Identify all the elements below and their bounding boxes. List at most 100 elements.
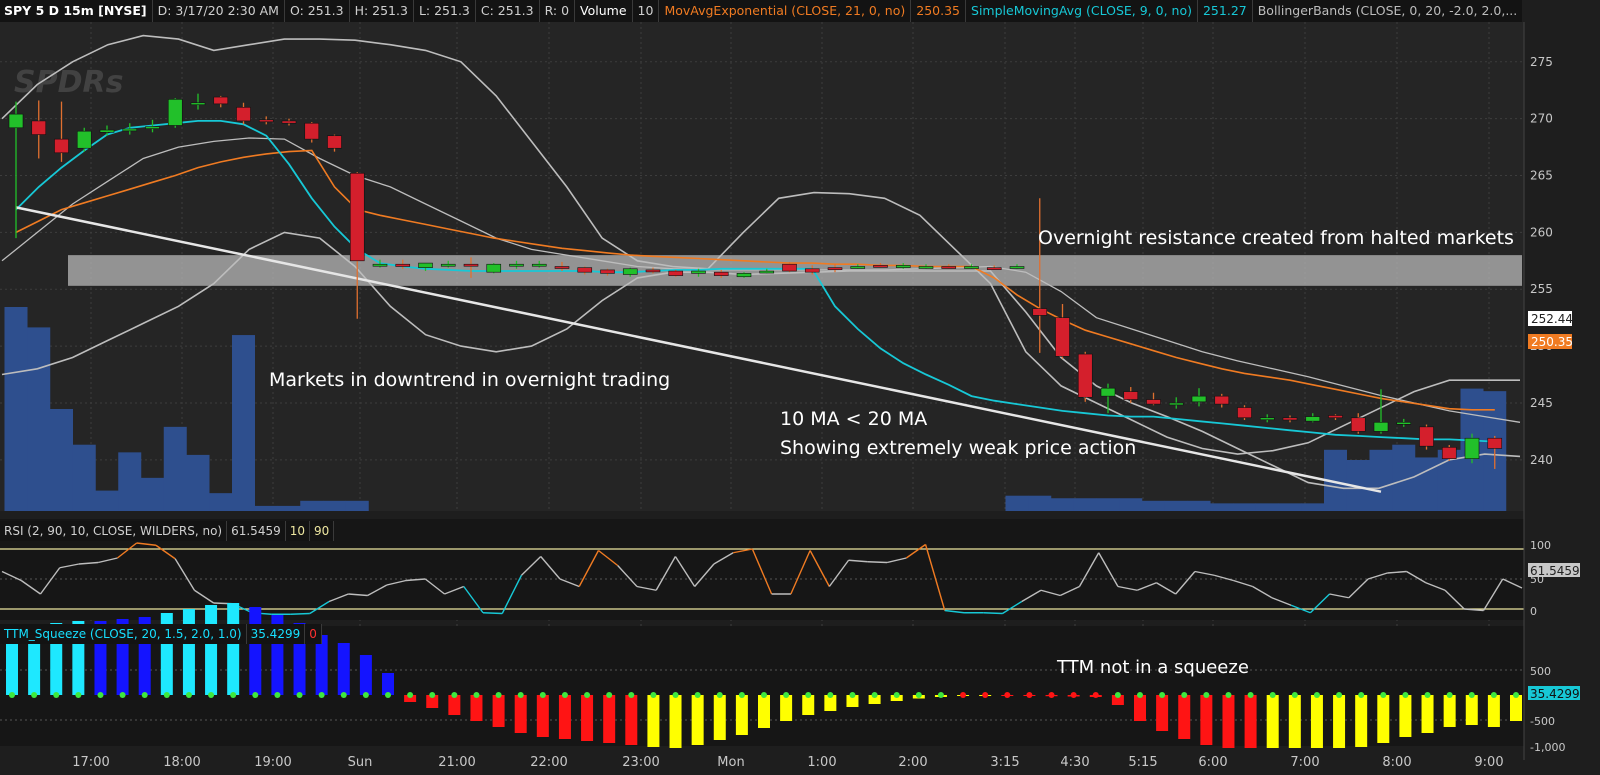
bollinger-study-label[interactable]: BollingerBands (CLOSE, 0, 20, -2.0, 2.0,…	[1252, 0, 1523, 22]
rsi-segment	[751, 548, 773, 595]
ttm-bar	[1377, 695, 1390, 743]
volume-bar	[1005, 495, 1029, 511]
rsi-value: 61.5459	[227, 521, 286, 541]
rsi-segment	[733, 548, 753, 554]
ttm-dot	[893, 692, 900, 698]
volume-bar	[1119, 498, 1143, 511]
ttm-bar	[802, 695, 815, 715]
volume-bar	[323, 500, 346, 511]
high-label: H: 251.3	[349, 0, 414, 22]
rsi-segment	[1156, 582, 1177, 595]
rsi-segment	[905, 543, 926, 559]
candle-body	[1419, 426, 1434, 447]
ttm-bar	[780, 695, 793, 721]
time-tick-label: 23:00	[622, 755, 659, 770]
rsi-segment	[540, 556, 561, 580]
ttm-dot	[75, 692, 82, 698]
rsi-segment	[1309, 593, 1331, 614]
ttm-study-label[interactable]: TTM_Squeeze (CLOSE, 20, 1.5, 2.0, 1.0)	[0, 624, 247, 644]
rsi-segment	[290, 612, 310, 615]
rsi-segment	[1464, 608, 1484, 612]
volume-bar	[1278, 503, 1302, 511]
rsi-study-label[interactable]: RSI (2, 90, 10, CLOSE, WILDERS, no)	[0, 521, 228, 541]
ttm-dot	[318, 692, 325, 698]
ttm-bar	[1244, 695, 1257, 755]
ttm-bar	[426, 695, 439, 708]
rsi-segment	[1175, 571, 1196, 595]
ttm-bar	[1200, 695, 1213, 745]
rsi-segment	[444, 585, 465, 595]
sma-value: 251.27	[1197, 0, 1253, 22]
price-axis-background	[1524, 0, 1600, 775]
ttm-tick-label: -500	[1530, 715, 1555, 728]
volume-bar	[232, 335, 255, 511]
ttm-bar	[536, 695, 549, 737]
candle-body	[622, 268, 638, 275]
candle-body	[281, 120, 297, 124]
candle-body	[554, 266, 570, 269]
ttm-dot	[871, 692, 878, 698]
candle-body	[304, 122, 320, 140]
ttm-bar	[1288, 695, 1301, 757]
volume-bar	[50, 409, 73, 511]
ema-study-label[interactable]: MovAvgExponential (CLOSE, 21, 0, no)	[659, 0, 912, 22]
ttm-bar	[1510, 695, 1522, 721]
volume-bar	[1255, 503, 1279, 511]
candle-body	[986, 267, 1002, 270]
time-tick-label: Sun	[348, 755, 373, 770]
volume-bar	[1415, 457, 1438, 511]
ttm-dot	[230, 692, 237, 698]
rsi-segment	[694, 563, 715, 587]
ttm-dot	[849, 692, 856, 698]
candle-body	[463, 263, 479, 267]
ttm-bar	[227, 603, 240, 695]
ttm-dot	[1159, 692, 1166, 698]
rsi-high-level: 90	[310, 521, 335, 541]
rsi-segment	[924, 544, 946, 611]
rsi-segment	[559, 578, 580, 588]
sma-study-label[interactable]: SimpleMovingAvg (CLOSE, 9, 0, no)	[966, 0, 1198, 22]
candle-body	[1441, 447, 1457, 459]
ttm-dot	[53, 692, 60, 698]
volume-bar	[1051, 498, 1074, 511]
ttm-bar	[116, 619, 129, 695]
date-label: D: 3/17/20 2:30 AM	[152, 0, 285, 22]
volume-study-label[interactable]: Volume	[575, 0, 633, 22]
rsi-segment	[809, 550, 830, 587]
time-tick-label: 2:00	[898, 755, 927, 770]
ttm-dot	[650, 692, 657, 698]
time-tick-label: 9:00	[1474, 755, 1503, 770]
candle-body	[736, 273, 752, 278]
ttm-tick-label: 500	[1530, 665, 1551, 678]
ttm-dot	[1092, 692, 1099, 698]
ema-value: 250.35	[911, 0, 967, 22]
rsi-segment	[848, 559, 868, 563]
volume-bar	[1187, 500, 1211, 511]
ttm-dot	[1380, 692, 1387, 698]
candle-body	[1487, 437, 1503, 449]
ttm-bar	[28, 625, 41, 695]
upper-band-badge	[1528, 311, 1572, 326]
candle-body	[372, 263, 388, 267]
symbol-label[interactable]: SPY 5 D 15m [NYSE]	[0, 0, 153, 22]
ttm-badge-label: 35.4299	[1530, 687, 1580, 701]
volume-bar	[1233, 503, 1256, 511]
rsi-segment	[117, 542, 138, 559]
volume-bar	[1028, 495, 1052, 511]
ttm-dot	[1225, 692, 1232, 698]
ttm-dot	[539, 692, 546, 698]
volume-bar	[1142, 500, 1165, 511]
ttm-bar	[758, 695, 770, 728]
time-tick-label: 21:00	[438, 755, 475, 770]
rsi-badge	[1528, 563, 1580, 577]
ttm-dot	[1424, 692, 1431, 698]
time-tick-label: 4:30	[1060, 755, 1089, 770]
ttm-bar	[1443, 695, 1456, 727]
volume-bar	[186, 454, 210, 511]
ttm-bar	[1487, 695, 1500, 727]
bollinger-lower-line	[1, 231, 1521, 490]
ttm-tick-label: -1,000	[1530, 741, 1565, 754]
time-tick-label: 7:00	[1290, 755, 1319, 770]
ema-badge	[1528, 334, 1572, 349]
